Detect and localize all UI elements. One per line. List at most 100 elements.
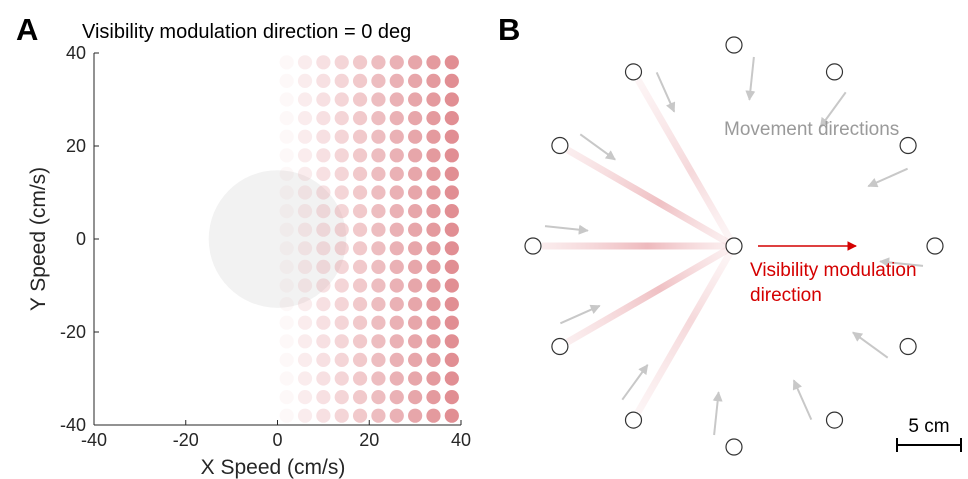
target-circle: [524, 237, 542, 255]
visibility-spoke: [565, 242, 736, 346]
speed-dot: [334, 278, 349, 293]
speed-dot: [297, 296, 313, 312]
speed-dot: [334, 203, 349, 219]
speed-dot: [297, 334, 313, 349]
speed-dot: [444, 55, 459, 70]
speed-dot: [352, 222, 368, 237]
speed-dot: [334, 296, 349, 312]
speed-dot: [352, 110, 368, 126]
speed-dot: [408, 148, 423, 163]
y-tick-label: -20: [60, 322, 86, 342]
speed-dot: [444, 222, 459, 237]
speed-dot: [408, 73, 423, 89]
speed-dot: [426, 259, 441, 275]
speed-dot: [334, 389, 349, 405]
speed-dot: [408, 222, 423, 237]
speed-dot: [334, 222, 349, 237]
speed-dot: [334, 110, 349, 126]
speed-dot: [371, 278, 386, 293]
speed-dot: [334, 259, 349, 275]
speed-dot: [389, 148, 404, 163]
speed-dot: [371, 110, 386, 126]
speed-dot: [352, 315, 368, 330]
speed-dot: [279, 371, 294, 386]
target-circle: [551, 337, 569, 356]
speed-dot: [316, 371, 331, 386]
speed-dot: [316, 278, 331, 293]
x-tick-label: 20: [359, 430, 379, 450]
movement-arrow: [852, 331, 889, 359]
speed-dot: [334, 334, 349, 349]
speed-dot: [408, 315, 423, 330]
speed-dot: [389, 110, 404, 126]
speed-dot: [408, 166, 423, 182]
speed-dot: [279, 334, 294, 349]
speed-dot: [279, 92, 294, 107]
speed-dot: [426, 148, 441, 163]
speed-dot: [426, 278, 441, 293]
speed-dot: [426, 222, 441, 237]
speed-dot: [408, 296, 423, 312]
speed-dot: [389, 73, 404, 89]
speed-dot: [426, 92, 441, 107]
speed-dot: [371, 166, 386, 182]
speed-dot: [279, 129, 294, 144]
speed-dot: [297, 315, 313, 330]
x-tick-label: -20: [173, 430, 199, 450]
speed-dot: [297, 203, 313, 219]
speed-dot: [297, 92, 313, 107]
speed-dot: [426, 241, 441, 256]
x-axis-label: X Speed (cm/s): [201, 456, 346, 479]
speed-dot: [334, 148, 349, 163]
speed-dot: [444, 296, 459, 312]
target-circle: [899, 136, 917, 155]
speed-dot: [408, 241, 423, 256]
speed-dot: [352, 241, 368, 256]
speed-dot: [316, 73, 331, 89]
speed-dot: [316, 55, 331, 70]
panel-a-label: A: [16, 12, 38, 47]
speed-dot: [352, 278, 368, 293]
speed-dot: [334, 185, 349, 200]
speed-dot: [426, 296, 441, 312]
speed-dot: [279, 296, 294, 312]
visibility-direction-label-line1: Visibility modulation: [750, 260, 917, 281]
speed-dot: [408, 371, 423, 386]
speed-dot: [352, 92, 368, 107]
speed-dot: [316, 259, 331, 275]
movement-arrow: [621, 364, 649, 401]
speed-dot: [316, 92, 331, 107]
target-circle: [624, 63, 643, 81]
speed-dot: [371, 315, 386, 330]
target-circle: [899, 337, 917, 356]
speed-dot: [371, 371, 386, 386]
speed-dot: [352, 73, 368, 89]
speed-dot: [444, 73, 459, 89]
speed-dot: [426, 110, 441, 126]
visibility-spoke: [565, 146, 736, 250]
x-tick-label: 40: [451, 430, 471, 450]
target-circle: [825, 411, 844, 429]
speed-dot: [444, 129, 459, 144]
speed-dot: [426, 352, 441, 368]
speed-dot: [371, 389, 386, 405]
speed-dot: [371, 185, 386, 200]
speed-dot: [279, 166, 294, 182]
movement-arrow: [544, 224, 589, 235]
speed-dot: [426, 371, 441, 386]
speed-dot: [279, 408, 294, 423]
speed-dot: [352, 352, 368, 368]
speed-dot: [389, 315, 404, 330]
speed-dot: [408, 408, 423, 423]
speed-dot: [444, 259, 459, 275]
y-tick-label: -40: [60, 415, 86, 435]
speed-dot: [334, 92, 349, 107]
speed-dot: [389, 55, 404, 70]
panel-a-title: Visibility modulation direction = 0 deg: [82, 21, 411, 43]
y-axis-label: Y Speed (cm/s): [27, 167, 50, 311]
x-tick-label: 0: [272, 430, 282, 450]
speed-dot: [444, 371, 459, 386]
speed-dot: [371, 352, 386, 368]
speed-dot: [389, 166, 404, 182]
speed-dot: [389, 371, 404, 386]
